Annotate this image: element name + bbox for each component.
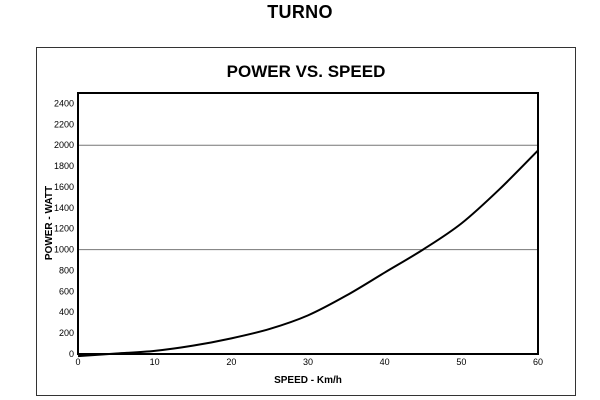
y-axis-ticks: 0 200 400 600 800 1000 1200 1400 1600 1800 2000 220… — [54, 98, 74, 359]
x-tick-label: 10 — [150, 357, 160, 367]
series-line-0 — [77, 149, 539, 358]
y-tick-label: 2000 — [54, 140, 74, 150]
y-tick-label: 1000 — [54, 245, 74, 255]
x-tick-label: 60 — [533, 357, 543, 367]
y-tick-label: 2200 — [54, 119, 74, 129]
gridlines — [78, 144, 538, 251]
y-tick-label: 200 — [59, 328, 74, 338]
x-axis-title: SPEED - Km/h — [274, 375, 342, 386]
x-tick-label: 40 — [380, 357, 390, 367]
y-tick-label: 1600 — [54, 182, 74, 192]
x-tick-label: 0 — [75, 357, 80, 367]
y-tick-label: 0 — [69, 349, 74, 359]
y-tick-label: 1800 — [54, 161, 74, 171]
chart-title: POWER VS. SPEED — [227, 62, 386, 81]
y-tick-label: 1400 — [54, 203, 74, 213]
y-tick-label: 400 — [59, 307, 74, 317]
x-tick-label: 50 — [456, 357, 466, 367]
y-tick-label: 600 — [59, 286, 74, 296]
plot-area — [77, 92, 539, 355]
series-layer — [77, 149, 539, 358]
x-tick-label: 20 — [226, 357, 236, 367]
x-axis-ticks: 0 10 20 30 40 50 60 — [75, 357, 543, 367]
y-tick-label: 800 — [59, 265, 74, 275]
y-tick-label: 2400 — [54, 98, 74, 108]
page-title: TURNO — [267, 2, 333, 22]
y-tick-label: 1200 — [54, 224, 74, 234]
x-tick-label: 30 — [303, 357, 313, 367]
chart-frame — [36, 47, 576, 396]
y-axis-title: POWER - WATT — [44, 186, 55, 260]
